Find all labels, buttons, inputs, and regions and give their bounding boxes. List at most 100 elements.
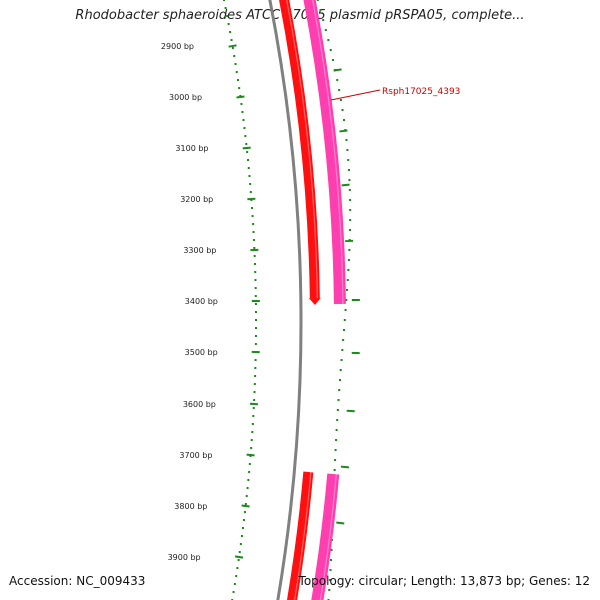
gene-tracks (268, 0, 346, 600)
gc-skew-dot (330, 549, 333, 551)
gc-skew-dot (347, 159, 350, 161)
ruler-dot (250, 447, 253, 449)
gene-label-leader (330, 89, 381, 101)
gc-skew-dot (333, 469, 336, 471)
forward-gene-arrowhead (308, 297, 321, 305)
gc-skew-dot (336, 79, 339, 81)
ruler-tick-label: 3100 bp (175, 144, 208, 153)
gc-skew-dot (334, 459, 337, 461)
gc-skew-dots (222, 0, 352, 600)
gc-skew-dot (337, 399, 340, 401)
reverse-gene-arc-lower-highlight (319, 473, 337, 600)
gc-skew-dot (342, 119, 345, 121)
ruler-dot (235, 71, 238, 73)
gc-skew-dot (334, 449, 337, 451)
gc-skew-dot (347, 169, 350, 171)
gc-skew-dot (324, 29, 327, 31)
ruler-dot (241, 111, 244, 113)
gc-skew-dot (344, 309, 347, 311)
ruler-dot (252, 231, 255, 233)
ruler-tick (247, 197, 256, 201)
ruler-labels: 2900 bp 3000 bp 3100 bp 3200 bp 3300 bp 3400 … (161, 42, 218, 562)
ruler-dot (251, 207, 254, 209)
ruler-dot (250, 199, 253, 201)
gc-skew-dot (348, 229, 351, 231)
gc-skew-dot (335, 439, 338, 441)
ruler-dot (252, 223, 255, 225)
forward-gene-arc-lower-highlight (293, 471, 312, 600)
ruler-dot (242, 519, 245, 521)
ruler-dot (252, 415, 255, 417)
gc-skew-dot (345, 139, 348, 141)
ruler-tick-label: 3900 bp (168, 553, 201, 562)
gc-skew-dot (338, 379, 341, 381)
ruler-dot (229, 31, 232, 33)
ruler-dot (254, 343, 257, 345)
ruler-dot (248, 463, 251, 465)
ruler-dot (254, 287, 257, 289)
map-title: Rhodobacter sphaeroides ATCC 17025 plasm… (75, 8, 525, 23)
ruler-dot (233, 55, 236, 57)
ruler-dot (253, 399, 256, 401)
ruler-dot (237, 79, 240, 81)
ruler-dot (247, 167, 250, 169)
ruler-dot (222, 0, 225, 1)
ruler-dot (248, 175, 251, 177)
ruler-dot (227, 23, 230, 25)
ruler-dot (253, 247, 256, 249)
ruler-dot (251, 215, 254, 217)
ruler-dot (253, 383, 256, 385)
ruler-tick-label: 3400 bp (185, 297, 218, 306)
ruler-dot (240, 535, 243, 537)
ruler-dot (232, 591, 235, 593)
gc-skew-dot (347, 269, 350, 271)
ruler-dot (253, 255, 256, 257)
gc-skew-dot (342, 339, 345, 341)
ruler-dot (254, 295, 257, 297)
reverse-gene-arc-upper-highlight (311, 0, 344, 305)
ruler-tick (241, 504, 250, 508)
ruler-tick (234, 555, 244, 559)
gc-skew-dot (330, 559, 333, 561)
ruler-dot (239, 95, 242, 97)
forward-gene-arc-upper-highlight (285, 0, 318, 299)
gc-skew-dot (328, 579, 331, 581)
ruler-tick-label: 3600 bp (183, 400, 216, 409)
gc-skew-dot (339, 99, 342, 101)
ruler-dot (249, 191, 252, 193)
gc-skew-dot (348, 179, 351, 181)
ruler-tick-label: 3500 bp (185, 348, 218, 357)
ruler-dot (248, 471, 251, 473)
ruler-tick-label: 3000 bp (169, 93, 202, 102)
ruler-dot (237, 559, 240, 561)
ruler-dot (226, 15, 229, 17)
ruler-dot (251, 423, 254, 425)
ruler-tick-label: 3700 bp (179, 451, 212, 460)
ruler-dot (243, 127, 246, 129)
ruler-dot (254, 359, 257, 361)
ruler-dot (249, 455, 252, 457)
ruler-dot (252, 239, 255, 241)
ruler-tick-label: 2900 bp (161, 42, 194, 51)
ruler-dot (230, 39, 233, 41)
gc-skew-dot (316, 0, 319, 1)
gc-skew-dot (341, 109, 344, 111)
gc-skew-dot (343, 319, 346, 321)
gc-skew-dot (336, 409, 339, 411)
ruler-dot (235, 575, 238, 577)
ruler-dot (254, 375, 257, 377)
ruler-tick-label: 3800 bp (174, 502, 207, 511)
ruler-tick (228, 44, 237, 48)
ruler-dot (254, 279, 257, 281)
gc-skew-dot (349, 219, 352, 221)
outer-tick (333, 68, 342, 72)
gc-skew-dot (349, 199, 352, 201)
ruler-dot (254, 367, 257, 369)
ruler-dot (253, 391, 256, 393)
gc-skew-dot (322, 19, 325, 21)
backbone-circle (268, 0, 303, 600)
gene-label[interactable]: Rsph17025_4393 (382, 87, 460, 97)
gc-skew-dot (336, 419, 339, 421)
ruler-dot (239, 543, 242, 545)
